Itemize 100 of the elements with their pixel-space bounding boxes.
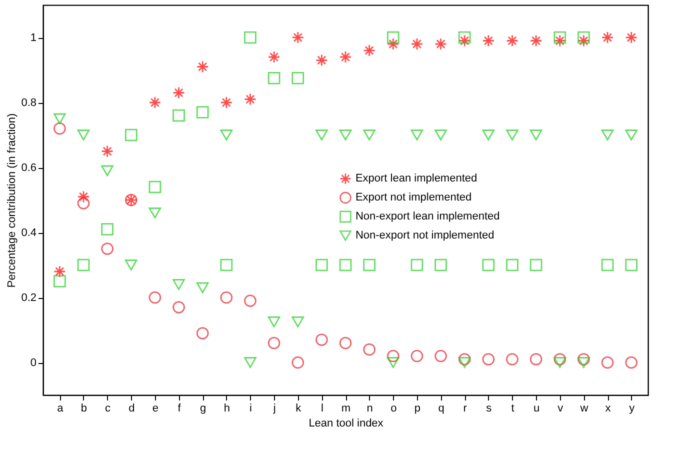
point — [386, 350, 400, 362]
point — [101, 242, 114, 255]
point — [220, 96, 233, 109]
point — [172, 301, 185, 314]
x-tick-label: c — [105, 402, 112, 414]
point — [244, 93, 256, 106]
point — [220, 130, 233, 140]
x-tick-label: u — [533, 402, 540, 414]
x-tick-label: y — [629, 402, 636, 414]
x-tick-label: l — [320, 402, 324, 414]
point — [292, 72, 304, 84]
x-tick-label: i — [250, 402, 252, 414]
point — [268, 336, 280, 350]
point — [530, 34, 542, 47]
point — [268, 316, 280, 328]
point — [530, 353, 542, 366]
y-tick-label: 0.6 — [21, 162, 36, 174]
point — [578, 357, 590, 368]
point — [148, 291, 162, 304]
point — [268, 50, 280, 64]
point — [482, 34, 495, 47]
point — [124, 260, 138, 270]
x-tick-label: v — [558, 402, 564, 414]
legend-label: Export not implemented — [355, 192, 472, 204]
x-tick-label: g — [200, 402, 206, 414]
y-tick-label: 0 — [30, 357, 36, 369]
point — [363, 258, 376, 272]
point — [339, 50, 352, 64]
point — [101, 165, 114, 176]
point — [148, 180, 162, 194]
point — [601, 130, 614, 140]
point — [196, 282, 209, 294]
point — [196, 327, 209, 340]
point — [410, 258, 424, 272]
point — [386, 357, 400, 368]
point — [434, 350, 447, 362]
x-tick-label: d — [128, 402, 135, 414]
point — [124, 128, 138, 142]
point — [530, 130, 542, 140]
x-tick-label: r — [463, 402, 468, 414]
point — [77, 258, 90, 272]
y-tick-label: 1 — [30, 32, 36, 44]
point — [53, 122, 66, 135]
point — [410, 38, 424, 50]
point — [292, 356, 304, 369]
point — [244, 357, 256, 368]
point — [101, 223, 114, 236]
point — [53, 275, 66, 288]
point — [530, 258, 542, 272]
point — [506, 34, 518, 47]
point — [410, 350, 424, 362]
point — [625, 258, 638, 272]
point — [363, 343, 376, 356]
x-tick-label: o — [390, 402, 397, 414]
x-tick-label: b — [80, 402, 88, 414]
point — [77, 130, 90, 140]
y-axis-title: Percentage contribution (in fraction) — [6, 113, 18, 288]
point — [601, 356, 614, 369]
point — [172, 109, 185, 122]
point — [554, 357, 566, 368]
point — [268, 72, 280, 84]
point — [601, 31, 614, 44]
point — [244, 294, 256, 307]
point — [172, 279, 185, 290]
x-tick-label: x — [605, 402, 612, 414]
point — [316, 130, 328, 140]
x-tick-label: f — [178, 402, 182, 414]
y-tick-label: 0.2 — [21, 292, 36, 304]
legend-label: Export lean implemented — [355, 172, 478, 185]
x-tick-label: s — [486, 402, 492, 414]
point — [506, 258, 518, 272]
point — [578, 34, 590, 47]
point — [434, 258, 447, 272]
point — [148, 208, 162, 218]
point — [458, 31, 471, 44]
x-tick-label: n — [366, 402, 373, 414]
point — [53, 265, 66, 278]
point — [363, 130, 376, 140]
legend-label: Non-export not implemented — [355, 230, 494, 242]
point — [292, 31, 304, 44]
point — [292, 316, 304, 328]
x-tick-label: q — [438, 402, 444, 414]
x-tick-label: p — [414, 402, 421, 414]
point — [363, 44, 376, 57]
x-tick-label: e — [152, 402, 159, 414]
y-tick-label: 0.8 — [21, 97, 36, 109]
y-tick-label: 0.4 — [21, 227, 36, 239]
point — [601, 258, 614, 272]
x-tick-label: h — [224, 402, 230, 414]
point — [578, 31, 590, 44]
point — [625, 130, 638, 140]
point — [458, 34, 471, 47]
point — [339, 258, 352, 272]
point — [316, 54, 328, 66]
x-tick-label: t — [511, 402, 514, 414]
x-tick-label: a — [57, 402, 64, 414]
point — [386, 31, 400, 44]
point — [578, 353, 590, 366]
point — [625, 356, 638, 369]
x-tick-label: w — [579, 402, 588, 414]
